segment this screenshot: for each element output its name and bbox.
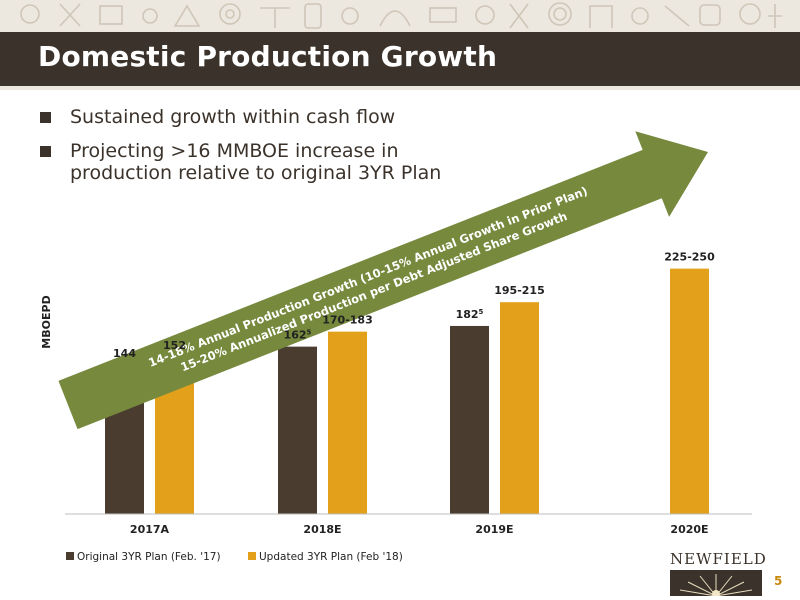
bullet-item: Projecting >16 MMBOE increase in product…	[40, 140, 480, 184]
x-tick-label: 2019E	[475, 523, 513, 536]
data-label: 152	[163, 339, 186, 352]
bar-updated-2020E	[670, 268, 709, 514]
page-number: 5	[774, 574, 783, 588]
bar-updated-2019E	[500, 302, 539, 514]
decorative-pattern	[20, 2, 782, 29]
data-label: 195-215	[494, 284, 545, 297]
page-title: Domestic Production Growth	[38, 40, 498, 73]
legend-swatch	[66, 552, 74, 560]
bullet-list: Sustained growth within cash flow Projec…	[40, 106, 480, 196]
logo-starburst-icon	[670, 570, 762, 598]
bullet-square-icon	[40, 146, 51, 157]
y-axis-label: MBOEPD	[40, 295, 53, 348]
legend-label: Updated 3YR Plan (Feb '18)	[259, 551, 403, 563]
legend: Original 3YR Plan (Feb. '17) Updated 3YR …	[66, 551, 403, 563]
bar-updated-2018E	[328, 331, 367, 514]
data-label-superscript: 5	[479, 308, 484, 316]
data-label: 1625	[284, 329, 312, 342]
x-tick-label: 2017A	[130, 523, 170, 536]
bar-original-2018E	[278, 346, 317, 514]
arrow-shape	[58, 131, 709, 430]
bars-layer	[105, 268, 709, 514]
logo-text: NEWFIELD	[670, 550, 767, 568]
data-label: 225-250	[664, 251, 715, 264]
data-label: 144	[113, 347, 136, 360]
x-tick-label: 2020E	[670, 523, 708, 536]
data-label-superscript: 5	[307, 329, 312, 337]
legend-label: Original 3YR Plan (Feb. '17)	[77, 551, 221, 563]
title-bar	[0, 32, 800, 86]
bullet-item: Sustained growth within cash flow	[40, 106, 480, 128]
legend-swatch	[248, 552, 256, 560]
bullet-square-icon	[40, 112, 51, 123]
labels-layer: 144 152 2017A 1625 170-183 2018E 1825 195-215 20…	[113, 251, 715, 536]
bullet-text: Projecting >16 MMBOE increase in product…	[70, 140, 442, 184]
bullet-text: Sustained growth within cash flow	[70, 106, 396, 128]
company-logo: NEWFIELD	[670, 550, 767, 598]
data-label: 170-183	[322, 314, 373, 327]
data-label: 1825	[456, 308, 484, 321]
growth-arrow: 14-18% Annual Production Growth (10-15% …	[58, 131, 709, 430]
bar-original-2019E	[450, 325, 489, 514]
x-tick-label: 2018E	[303, 523, 341, 536]
